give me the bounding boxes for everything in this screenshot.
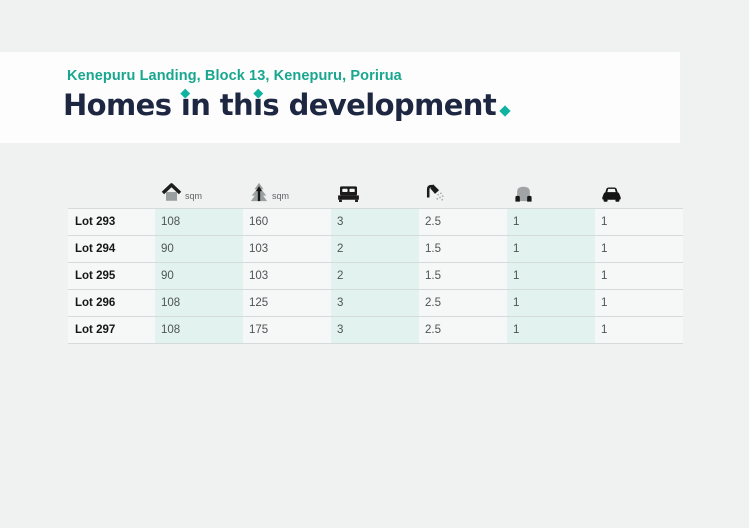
hero-band: Kenepuru Landing, Block 13, Kenepuru, Po… xyxy=(0,52,680,143)
floor-area-cell: 108 xyxy=(155,209,243,235)
development-subtitle: Kenepuru Landing, Block 13, Kenepuru, Po… xyxy=(67,68,402,84)
lot-cell: Lot 297 xyxy=(75,324,116,336)
land-area-cell: 160 xyxy=(249,216,269,228)
title-accent-dot xyxy=(499,105,511,117)
garage-cell: 1 xyxy=(507,290,595,316)
floor-area-cell: 108 xyxy=(155,317,243,343)
carpark-cell: 1 xyxy=(601,324,608,336)
bedrooms-cell: 2 xyxy=(331,263,419,289)
floor-area-cell: 90 xyxy=(155,263,243,289)
bedrooms-column-header xyxy=(331,185,419,208)
garage-car-icon xyxy=(513,185,534,202)
land-area-cell: 103 xyxy=(249,270,269,282)
table-row[interactable]: Lot 297 108 175 3 2.5 1 1 xyxy=(68,317,683,344)
garage-cell: 1 xyxy=(507,209,595,235)
carpark-cell: 1 xyxy=(601,297,608,309)
shower-icon xyxy=(425,183,445,202)
bathrooms-cell: 1.5 xyxy=(425,270,441,282)
house-icon xyxy=(161,183,182,202)
bathrooms-column-header xyxy=(419,183,507,208)
floor-area-unit: sqm xyxy=(185,191,203,201)
land-area-column-header: sqm xyxy=(243,182,331,208)
land-area-cell: 125 xyxy=(249,297,269,309)
garage-column-header xyxy=(507,185,595,208)
lot-cell: Lot 296 xyxy=(75,297,116,309)
garage-cell: 1 xyxy=(507,263,595,289)
floor-area-cell: 108 xyxy=(155,290,243,316)
lot-column-header xyxy=(68,202,155,208)
bathrooms-cell: 1.5 xyxy=(425,243,441,255)
bathrooms-cell: 2.5 xyxy=(425,216,441,228)
tree-icon xyxy=(249,182,269,202)
bedrooms-cell: 3 xyxy=(331,317,419,343)
floor-area-cell: 90 xyxy=(155,236,243,262)
bedrooms-cell: 2 xyxy=(331,236,419,262)
bathrooms-cell: 2.5 xyxy=(425,324,441,336)
carpark-cell: 1 xyxy=(601,243,608,255)
table-row[interactable]: Lot 295 90 103 2 1.5 1 1 xyxy=(68,263,683,290)
table-row[interactable]: Lot 296 108 125 3 2.5 1 1 xyxy=(68,290,683,317)
garage-cell: 1 xyxy=(507,236,595,262)
car-icon xyxy=(601,186,622,202)
table-row[interactable]: Lot 294 90 103 2 1.5 1 1 xyxy=(68,236,683,263)
lot-cell: Lot 293 xyxy=(75,216,116,228)
garage-cell: 1 xyxy=(507,317,595,343)
carpark-cell: 1 xyxy=(601,270,608,282)
lot-cell: Lot 294 xyxy=(75,243,116,255)
table-header-row: sqm sqm xyxy=(68,177,683,209)
homes-table: sqm sqm xyxy=(68,177,683,344)
carpark-cell: 1 xyxy=(601,216,608,228)
bedrooms-cell: 3 xyxy=(331,209,419,235)
carpark-column-header xyxy=(595,186,683,208)
table-row[interactable]: Lot 293 108 160 3 2.5 1 1 xyxy=(68,209,683,236)
land-area-unit: sqm xyxy=(272,191,290,201)
bed-icon xyxy=(337,185,360,202)
bathrooms-cell: 2.5 xyxy=(425,297,441,309)
land-area-cell: 103 xyxy=(249,243,269,255)
land-area-cell: 175 xyxy=(249,324,269,336)
bedrooms-cell: 3 xyxy=(331,290,419,316)
floor-area-column-header: sqm xyxy=(155,183,243,208)
lot-cell: Lot 295 xyxy=(75,270,116,282)
